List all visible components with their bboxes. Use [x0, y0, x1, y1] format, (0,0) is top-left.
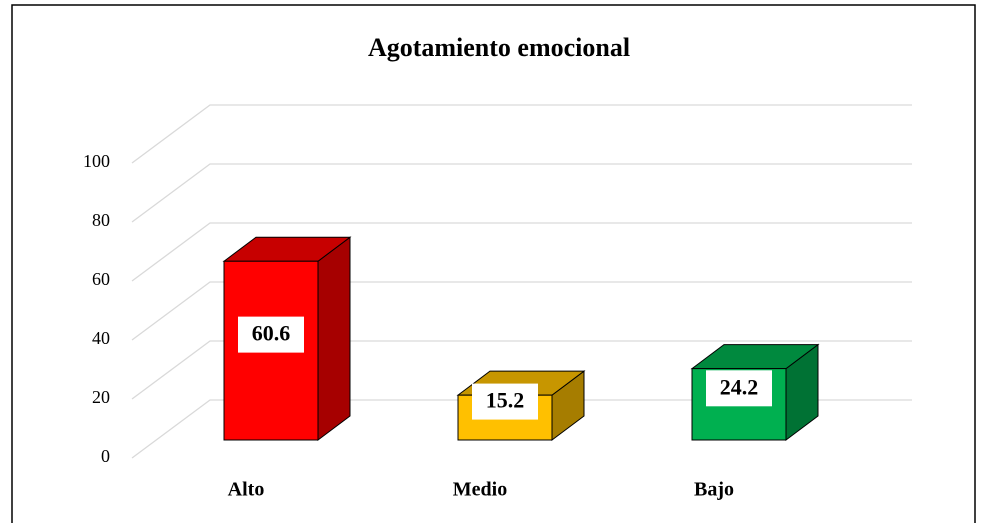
y-tick-label: 60 [92, 269, 110, 289]
data-label: 24.2 [720, 374, 759, 399]
x-tick-label: Medio [453, 479, 507, 501]
data-label-box [238, 316, 304, 353]
y-tick-label: 80 [92, 210, 110, 230]
bar-side [317, 236, 351, 441]
x-tick-label: Alto [228, 479, 265, 501]
grid-line [131, 104, 912, 164]
chart-title: Agotamiento emocional [368, 33, 630, 62]
grid-line [131, 340, 912, 400]
grid-line [131, 163, 912, 223]
y-tick-label: 20 [92, 387, 110, 407]
data-label-box [706, 370, 772, 407]
data-label: 60.6 [252, 321, 291, 346]
y-tick-label: 40 [92, 328, 110, 348]
grid-line [131, 399, 912, 459]
y-tick-label: 100 [83, 151, 110, 171]
grid-line [131, 222, 912, 282]
chart-border [11, 4, 976, 523]
y-tick-label: 0 [101, 446, 110, 466]
data-label: 15.2 [486, 388, 525, 413]
x-tick-label: Bajo [694, 479, 734, 501]
data-label-box [472, 383, 538, 420]
grid-line [131, 281, 912, 341]
